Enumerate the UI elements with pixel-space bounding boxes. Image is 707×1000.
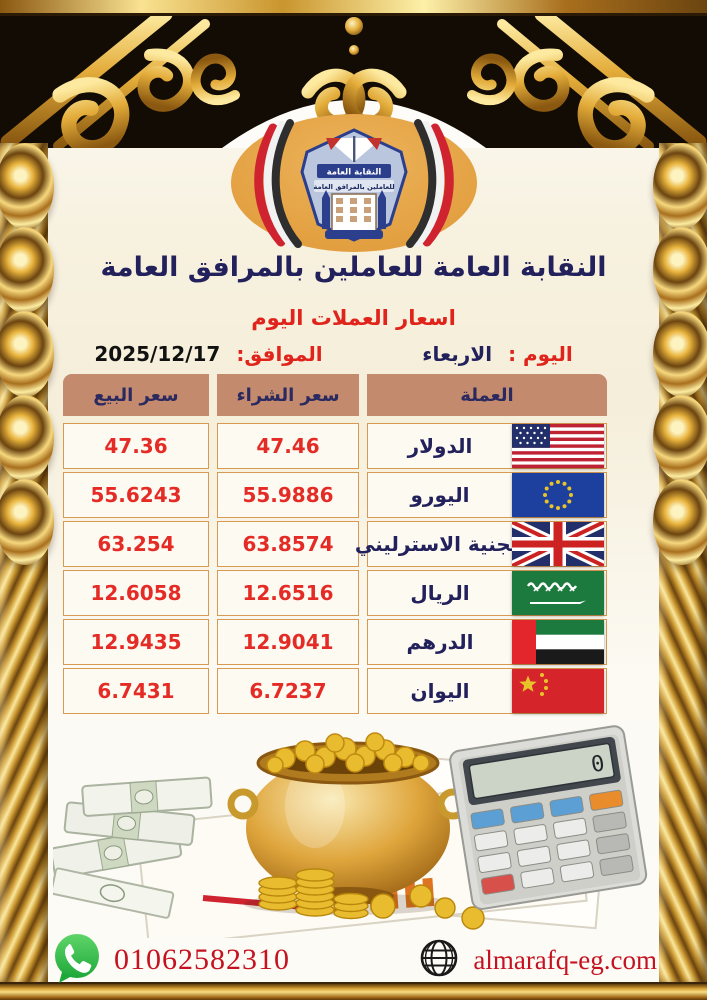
- buy-price: 6.7237: [217, 668, 359, 714]
- saudi-flag-icon: [512, 571, 604, 615]
- currency-name: الدرهم: [406, 630, 474, 654]
- logo-text-line2: للعاملين بالمرافق العامة: [313, 183, 394, 191]
- table-row-currency-cell: الجنية الاسترليني: [355, 521, 607, 567]
- buy-price: 12.9041: [217, 619, 359, 665]
- gold-coil: [0, 479, 54, 565]
- buy-price: 63.8574: [217, 521, 359, 567]
- gold-coins: [266, 732, 430, 774]
- phone-number: 01062582310: [114, 943, 290, 976]
- gold-coil: [653, 395, 707, 481]
- gold-coil: [0, 395, 54, 481]
- rates-table: العملة سعر الشراء سعر البيع الدولار 47.4…: [63, 374, 607, 714]
- sell-price: 12.6058: [63, 570, 209, 616]
- date-label: الموافق:: [236, 342, 323, 366]
- column-header-buy: سعر الشراء: [217, 374, 359, 416]
- china-flag-icon: [512, 669, 604, 713]
- ornate-frame-bottom: [0, 982, 707, 1000]
- gold-coil: [0, 143, 54, 229]
- gold-coil: [653, 143, 707, 229]
- currency-name: اليوان: [410, 679, 470, 703]
- table-row-currency-cell: الدولار: [367, 423, 607, 469]
- dollar-bundles: [50, 776, 213, 919]
- sell-price: 55.6243: [63, 472, 209, 518]
- day-label: اليوم :: [508, 342, 573, 366]
- column-header-sell: سعر البيع: [63, 374, 209, 416]
- column-header-currency: العملة: [367, 374, 607, 416]
- calculator-display: 0: [589, 751, 606, 778]
- sell-price: 63.254: [63, 521, 209, 567]
- phone-contact: 01062582310: [50, 931, 290, 989]
- globe-icon: [415, 934, 463, 986]
- day-group: اليوم : الاربعاء: [353, 342, 642, 366]
- buy-price: 55.9886: [217, 472, 359, 518]
- ornate-frame-top: [0, 0, 707, 156]
- sell-price: 47.36: [63, 423, 209, 469]
- eu-flag-icon: [512, 473, 604, 517]
- table-row-currency-cell: الريال: [367, 570, 607, 616]
- sell-price: 6.7431: [63, 668, 209, 714]
- gold-coil: [0, 227, 54, 313]
- currency-name: الريال: [410, 581, 470, 605]
- table-row-currency-cell: اليوان: [367, 668, 607, 714]
- date-value: 2025/12/17: [94, 342, 221, 366]
- gold-coil: [653, 311, 707, 397]
- currency-name: الدولار: [407, 434, 473, 458]
- page-title: اسعار العملات اليوم: [251, 306, 456, 330]
- ornate-frame-left-column: [0, 143, 54, 984]
- date-row: اليوم : الاربعاء الموافق: 2025/12/17: [64, 338, 642, 370]
- union-shield: النقابة العامة للعاملين بالمرافق العامة: [299, 128, 408, 242]
- organization-title: النقابة العامة للعاملين بالمرافق العامة: [100, 252, 607, 283]
- table-row-currency-cell: اليورو: [367, 472, 607, 518]
- currency-name: الجنية الاسترليني: [354, 532, 526, 556]
- logo-text-line1: النقابة العامة: [326, 168, 381, 178]
- union-logo: النقابة العامة للعاملين بالمرافق العامة: [229, 112, 479, 254]
- calculator: 0: [449, 725, 648, 910]
- website-url: almarafq-eg.com: [473, 944, 657, 975]
- gold-coil: [0, 311, 54, 397]
- buy-price: 47.46: [217, 423, 359, 469]
- egypt-flag-ribbon-right: [405, 119, 454, 248]
- gold-coil: [653, 227, 707, 313]
- date-group: الموافق: 2025/12/17: [64, 342, 353, 366]
- coin-stacks: [258, 868, 485, 930]
- currency-name: اليورو: [410, 483, 470, 507]
- website-contact: almarafq-eg.com: [415, 934, 657, 986]
- whatsapp-icon: [50, 931, 104, 989]
- us-flag-icon: [512, 424, 604, 468]
- sell-price: 12.9435: [63, 619, 209, 665]
- footer: 01062582310 almarafq-eg.com: [50, 932, 657, 988]
- ornate-frame-right-column: [653, 143, 707, 984]
- gold-coil: [653, 479, 707, 565]
- table-row-currency-cell: الدرهم: [367, 619, 607, 665]
- uk-flag-icon: [512, 522, 604, 566]
- egypt-flag-ribbon-left: [253, 119, 302, 248]
- day-value: الاربعاء: [422, 342, 493, 366]
- buy-price: 12.6516: [217, 570, 359, 616]
- uae-flag-icon: [512, 620, 604, 664]
- money-pot-illustration: 0: [50, 708, 653, 948]
